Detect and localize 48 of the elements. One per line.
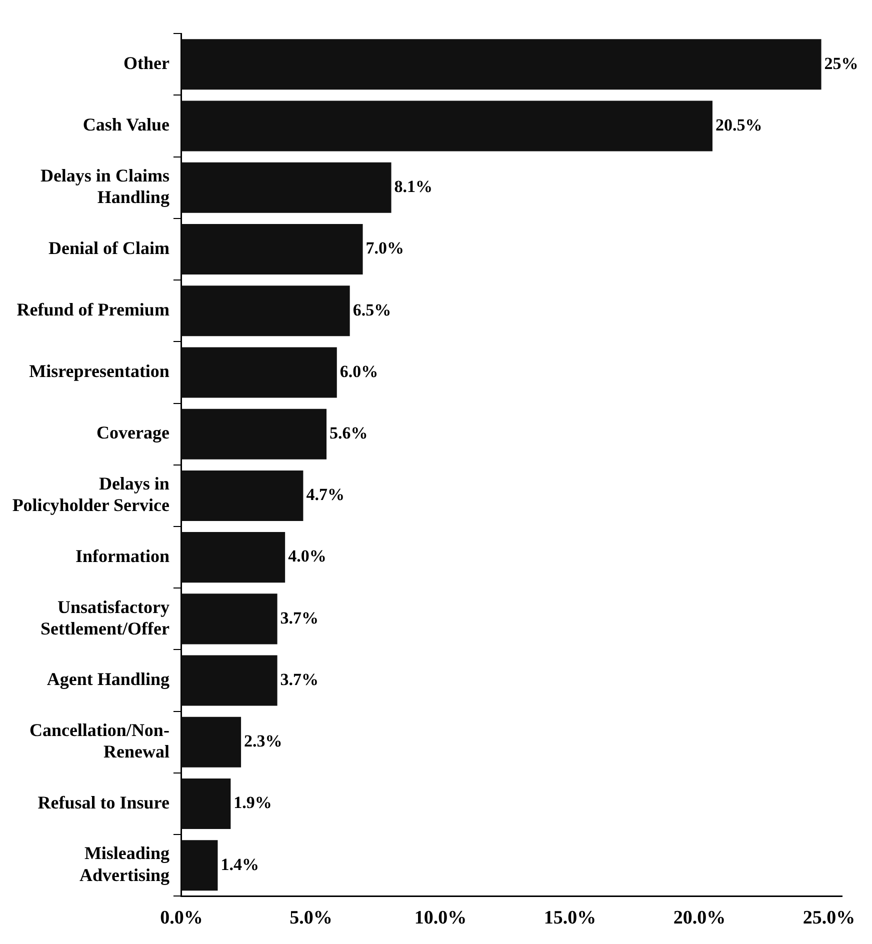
- y-tick-label: Refusal to Insure: [38, 792, 170, 812]
- x-tick-label: 0.0%: [160, 908, 203, 929]
- bar: [181, 655, 278, 706]
- bar: [181, 100, 712, 152]
- data-label: 7.0%: [366, 238, 404, 258]
- data-label: 1.9%: [234, 793, 272, 812]
- bar: [181, 286, 350, 336]
- bar: [181, 778, 231, 830]
- data-label: 8.1%: [394, 177, 433, 196]
- x-tick-label: 25.0%: [802, 908, 856, 929]
- bar: [181, 716, 242, 768]
- bar: [181, 840, 218, 891]
- y-tick-label: Denial of Claim: [48, 238, 170, 258]
- y-tick-label: Other: [123, 53, 170, 74]
- y-tick-label: Information: [75, 546, 170, 566]
- y-tick-label: Cash Value: [82, 114, 170, 135]
- x-tick-label: 5.0%: [290, 908, 332, 929]
- bar: [181, 39, 822, 90]
- data-label: 5.6%: [330, 423, 368, 442]
- bar: [181, 408, 327, 460]
- data-label: 4.7%: [306, 485, 344, 504]
- data-label: 6.0%: [340, 362, 378, 381]
- y-tick-label: Refund of Premium: [16, 300, 170, 320]
- bar: [181, 162, 392, 213]
- x-tick-label: 10.0%: [414, 908, 467, 929]
- bar: [181, 470, 304, 521]
- y-tick-label: Misleading Advertising: [79, 843, 170, 885]
- data-label: 3.7%: [280, 608, 319, 628]
- data-label: 4.0%: [288, 546, 326, 566]
- data-label: 6.5%: [352, 300, 392, 320]
- y-tick-label: Unsatisfactory Settlement/Offer: [40, 596, 170, 638]
- y-tick-label: Delays in Claims Handling: [40, 165, 170, 208]
- y-tick-label: Agent Handling: [46, 669, 170, 690]
- data-label: 1.4%: [220, 854, 259, 874]
- bar: [181, 347, 337, 398]
- data-label: 3.7%: [280, 670, 319, 689]
- y-tick-label: Delays in Policyholder Service: [12, 474, 170, 516]
- x-tick-label: 20.0%: [673, 908, 726, 929]
- x-tick-label: 15.0%: [544, 908, 596, 929]
- bar: [181, 532, 286, 583]
- y-tick-label: Coverage: [96, 422, 170, 443]
- bar: [181, 594, 278, 644]
- data-label: 25%: [824, 54, 858, 73]
- data-label: 2.3%: [244, 732, 282, 751]
- y-tick-label: Cancellation/Non-Renewal: [29, 720, 170, 762]
- y-tick-label: Misrepresentation: [29, 361, 170, 382]
- data-label: 20.5%: [715, 115, 762, 134]
- bar: [181, 224, 363, 275]
